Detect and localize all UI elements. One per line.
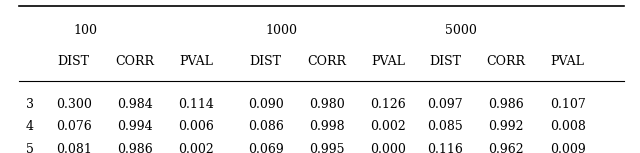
Text: 0.998: 0.998	[309, 121, 345, 133]
Text: 0.009: 0.009	[550, 144, 586, 153]
Text: 100: 100	[74, 24, 98, 37]
Text: DIST: DIST	[250, 55, 282, 68]
Text: 3: 3	[26, 98, 34, 110]
Text: 0.076: 0.076	[56, 121, 92, 133]
Text: 0.081: 0.081	[56, 144, 92, 153]
Text: 0.962: 0.962	[488, 144, 524, 153]
Text: CORR: CORR	[308, 55, 346, 68]
Text: 0.085: 0.085	[427, 121, 463, 133]
Text: 0.086: 0.086	[248, 121, 284, 133]
Text: 0.069: 0.069	[248, 144, 284, 153]
Text: 0.984: 0.984	[117, 98, 153, 110]
Text: 0.992: 0.992	[488, 121, 524, 133]
Text: 5: 5	[26, 144, 34, 153]
Text: 4: 4	[26, 121, 34, 133]
Text: DIST: DIST	[58, 55, 90, 68]
Text: 0.986: 0.986	[117, 144, 153, 153]
Text: 0.107: 0.107	[550, 98, 586, 110]
Text: 0.000: 0.000	[371, 144, 406, 153]
Text: PVAL: PVAL	[372, 55, 405, 68]
Text: 0.006: 0.006	[179, 121, 214, 133]
Text: 0.002: 0.002	[179, 144, 214, 153]
Text: PVAL: PVAL	[180, 55, 213, 68]
Text: 1000: 1000	[266, 24, 298, 37]
Text: 0.097: 0.097	[427, 98, 463, 110]
Text: 0.300: 0.300	[56, 98, 92, 110]
Text: 0.002: 0.002	[371, 121, 406, 133]
Text: 0.114: 0.114	[179, 98, 214, 110]
Text: 0.008: 0.008	[550, 121, 586, 133]
Text: 0.995: 0.995	[309, 144, 345, 153]
Text: 0.126: 0.126	[371, 98, 406, 110]
Text: 0.980: 0.980	[309, 98, 345, 110]
Text: PVAL: PVAL	[551, 55, 584, 68]
Text: DIST: DIST	[429, 55, 461, 68]
Text: 0.994: 0.994	[117, 121, 153, 133]
Text: CORR: CORR	[116, 55, 154, 68]
Text: 5000: 5000	[445, 24, 477, 37]
Text: CORR: CORR	[487, 55, 525, 68]
Text: 0.090: 0.090	[248, 98, 284, 110]
Text: 0.986: 0.986	[488, 98, 524, 110]
Text: 0.116: 0.116	[427, 144, 463, 153]
